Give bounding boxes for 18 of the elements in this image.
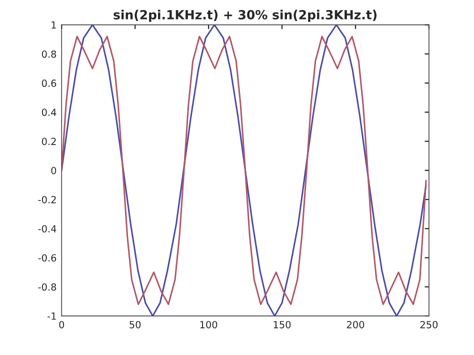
y-tick-label: -0.4 xyxy=(38,225,56,232)
y-tick-label: 0 xyxy=(51,166,56,174)
x-tick-label: 100 xyxy=(200,320,218,328)
x-tick-label: 250 xyxy=(420,320,438,328)
y-tick-label: 0.8 xyxy=(42,50,56,58)
y-tick-label: 0.4 xyxy=(42,108,56,116)
y-tick-label: -0.6 xyxy=(38,254,56,262)
y-tick-label: 0.6 xyxy=(42,80,56,87)
y-tick-label: 0.2 xyxy=(42,138,56,146)
x-tick-label: 50 xyxy=(130,320,141,328)
x-tick-label: 200 xyxy=(346,320,364,328)
x-tick-label: 150 xyxy=(274,320,291,328)
x-tick-label: 0 xyxy=(59,320,64,328)
y-tick-label: 1 xyxy=(52,21,56,29)
chart-title: sin(2pi.1KHz.t) + 30% sin(2pi.3KHz.t) xyxy=(114,10,377,22)
y-tick-label: -0.2 xyxy=(38,196,56,204)
y-tick-label: -1 xyxy=(48,312,56,320)
y-tick-label: -0.8 xyxy=(38,283,56,291)
